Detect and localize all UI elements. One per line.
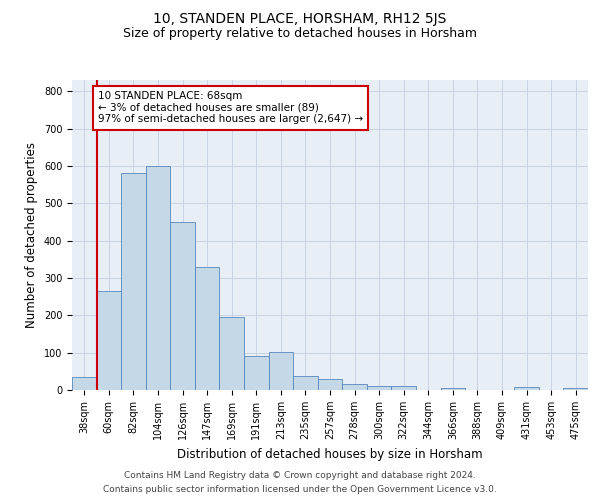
Bar bbox=[269, 352, 293, 390]
Bar bbox=[440, 388, 465, 390]
Text: Contains HM Land Registry data © Crown copyright and database right 2024.: Contains HM Land Registry data © Crown c… bbox=[124, 472, 476, 480]
Text: Contains public sector information licensed under the Open Government Licence v3: Contains public sector information licen… bbox=[103, 484, 497, 494]
Bar bbox=[514, 387, 539, 390]
Bar bbox=[195, 266, 220, 390]
Bar bbox=[367, 386, 391, 390]
Bar bbox=[170, 222, 195, 390]
Bar bbox=[244, 356, 269, 390]
Bar bbox=[121, 174, 146, 390]
Text: Size of property relative to detached houses in Horsham: Size of property relative to detached ho… bbox=[123, 28, 477, 40]
Bar bbox=[97, 291, 121, 390]
Bar bbox=[318, 379, 342, 390]
Text: 10, STANDEN PLACE, HORSHAM, RH12 5JS: 10, STANDEN PLACE, HORSHAM, RH12 5JS bbox=[154, 12, 446, 26]
Bar bbox=[293, 376, 318, 390]
Bar bbox=[146, 166, 170, 390]
X-axis label: Distribution of detached houses by size in Horsham: Distribution of detached houses by size … bbox=[177, 448, 483, 460]
Text: 10 STANDEN PLACE: 68sqm
← 3% of detached houses are smaller (89)
97% of semi-det: 10 STANDEN PLACE: 68sqm ← 3% of detached… bbox=[98, 91, 363, 124]
Y-axis label: Number of detached properties: Number of detached properties bbox=[25, 142, 38, 328]
Bar bbox=[391, 386, 416, 390]
Bar bbox=[220, 317, 244, 390]
Bar bbox=[563, 388, 588, 390]
Bar bbox=[342, 384, 367, 390]
Bar bbox=[72, 377, 97, 390]
